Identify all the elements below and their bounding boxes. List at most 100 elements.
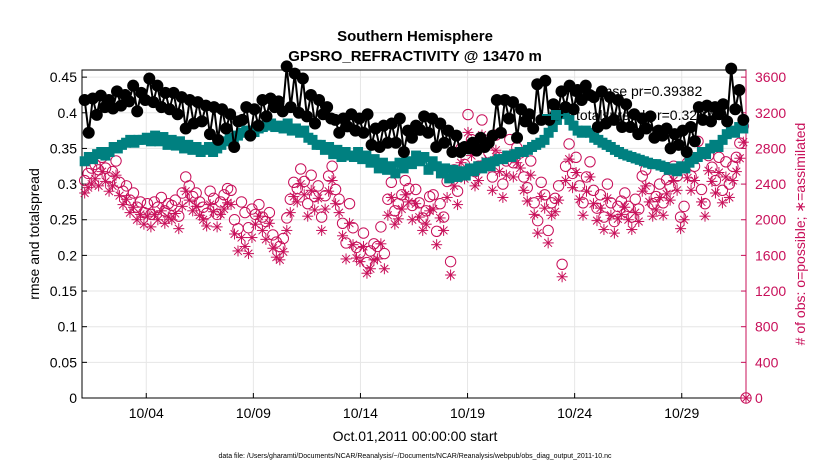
x-tick-label: 10/14 [343, 405, 378, 421]
obs-assimilated-point [560, 175, 572, 187]
obs-assimilated-point [619, 201, 631, 213]
obs-assimilated-point [392, 213, 404, 225]
right-y-axis-ticks: 0 400 800 1200 1600 2000 2400 2800 3200 3600 [741, 69, 786, 406]
obs-assimilated-point [518, 184, 530, 196]
rmse-point [220, 122, 233, 135]
totalspread-point [680, 163, 691, 174]
rmse-point [280, 60, 293, 73]
obs-assimilated-point [574, 193, 586, 205]
obs-assimilated-point [657, 209, 669, 221]
totalspread-point [361, 150, 372, 161]
obs-possible-point [417, 212, 429, 224]
rmse-point [296, 72, 309, 85]
obs-assimilated-point [281, 224, 293, 236]
obs-assimilated-point [587, 198, 599, 210]
y-tick-label: 0.25 [50, 212, 77, 228]
rmse-point [737, 113, 750, 126]
rmse-point [721, 115, 734, 128]
obs-possible-point [204, 185, 216, 197]
rmse-point [309, 117, 322, 130]
y2-tick-label: 0 [755, 390, 763, 406]
totalspread-point [460, 170, 471, 181]
obs-possible-point [347, 222, 359, 234]
x-tick-label: 10/29 [664, 405, 699, 421]
rmse-point [539, 74, 552, 87]
obs-possible-point [444, 255, 457, 268]
obs-assimilated-point [93, 180, 105, 192]
obs-assimilated-point [713, 167, 725, 178]
obs-assimilated-point [263, 217, 275, 229]
obs-assimilated-point [211, 221, 223, 233]
obs-assimilated-point [577, 209, 589, 221]
obs-possible-point [298, 175, 310, 188]
legend-totalspread: totalspread pr=0.3283 [576, 107, 713, 123]
obs-assimilated-point [344, 217, 356, 229]
obs-assimilated-point [333, 207, 345, 219]
obs-possible-point [476, 114, 488, 126]
obs-assimilated-point [570, 167, 582, 178]
totalspread-point [332, 144, 343, 155]
obs-possible-point [173, 210, 185, 222]
obs-assimilated-point [431, 239, 443, 251]
obs-assimilated-point [249, 218, 261, 230]
obs-assimilated-point [201, 220, 213, 232]
rmse-point [171, 108, 184, 121]
obs-possible-point [207, 192, 220, 205]
obs-possible-point [608, 215, 621, 228]
obs-possible-point [127, 187, 140, 199]
obs-assimilated-point [441, 191, 453, 203]
obs-possible-point [584, 156, 596, 168]
obs-assimilated-point [675, 223, 687, 235]
y2-tick-label: 800 [755, 319, 779, 335]
obs-possible-point [556, 258, 568, 271]
rmse-point [143, 72, 156, 85]
obs-assimilated-point [615, 208, 627, 220]
obs-possible-point [78, 174, 91, 187]
y-tick-label: 0.05 [50, 354, 77, 370]
obs-possible-point [528, 197, 540, 209]
y-tick-label: 0.45 [50, 69, 77, 85]
rmse-point [608, 113, 621, 126]
totalspread-point [411, 150, 422, 161]
obs-assimilated-point [96, 166, 108, 178]
rmse-point [644, 110, 657, 123]
obs-assimilated-point [445, 269, 457, 281]
rmse-point [252, 119, 265, 132]
obs-possible-point [378, 247, 391, 260]
obs-possible-point [706, 161, 718, 173]
obs-assimilated-point [664, 194, 676, 206]
rmse-point [313, 93, 326, 106]
rmse-point [422, 126, 435, 139]
obs-assimilated-point [145, 221, 157, 233]
obs-possible-point [120, 180, 133, 192]
obs-assimilated-point [514, 162, 526, 174]
rmse-point [248, 103, 261, 116]
rmse-point [123, 95, 136, 108]
obs-possible-point [322, 170, 335, 182]
obs-assimilated-point [647, 210, 659, 222]
totalspread-point [452, 171, 463, 182]
obs-possible-point [643, 182, 655, 195]
obs-possible-point [333, 193, 345, 205]
totalspread-point [166, 134, 177, 145]
obs-assimilated-point [633, 216, 645, 228]
obs-assimilated-point [525, 169, 537, 181]
totalspread-point [353, 147, 364, 157]
obs-assimilated-point [354, 256, 366, 268]
y-tick-label: 0.35 [50, 140, 77, 156]
obs-assimilated-point [253, 210, 265, 222]
legend-rmse: rmse pr=0.39382 [596, 83, 702, 99]
x-tick-label: 10/04 [129, 405, 164, 421]
obs-possible-point [225, 184, 237, 197]
totalspread-point [564, 114, 575, 125]
obs-assimilated-point [740, 392, 752, 404]
obs-possible-point [403, 182, 415, 195]
obs-possible-point [295, 163, 307, 175]
y2-tick-label: 2800 [755, 140, 786, 156]
obs-assimilated-point [654, 191, 666, 203]
totalspread-point [431, 161, 442, 172]
obs-assimilated-point [291, 196, 303, 208]
obs-assimilated-point [246, 232, 258, 244]
rmse-point [300, 110, 313, 123]
obs-assimilated-point [622, 214, 634, 226]
